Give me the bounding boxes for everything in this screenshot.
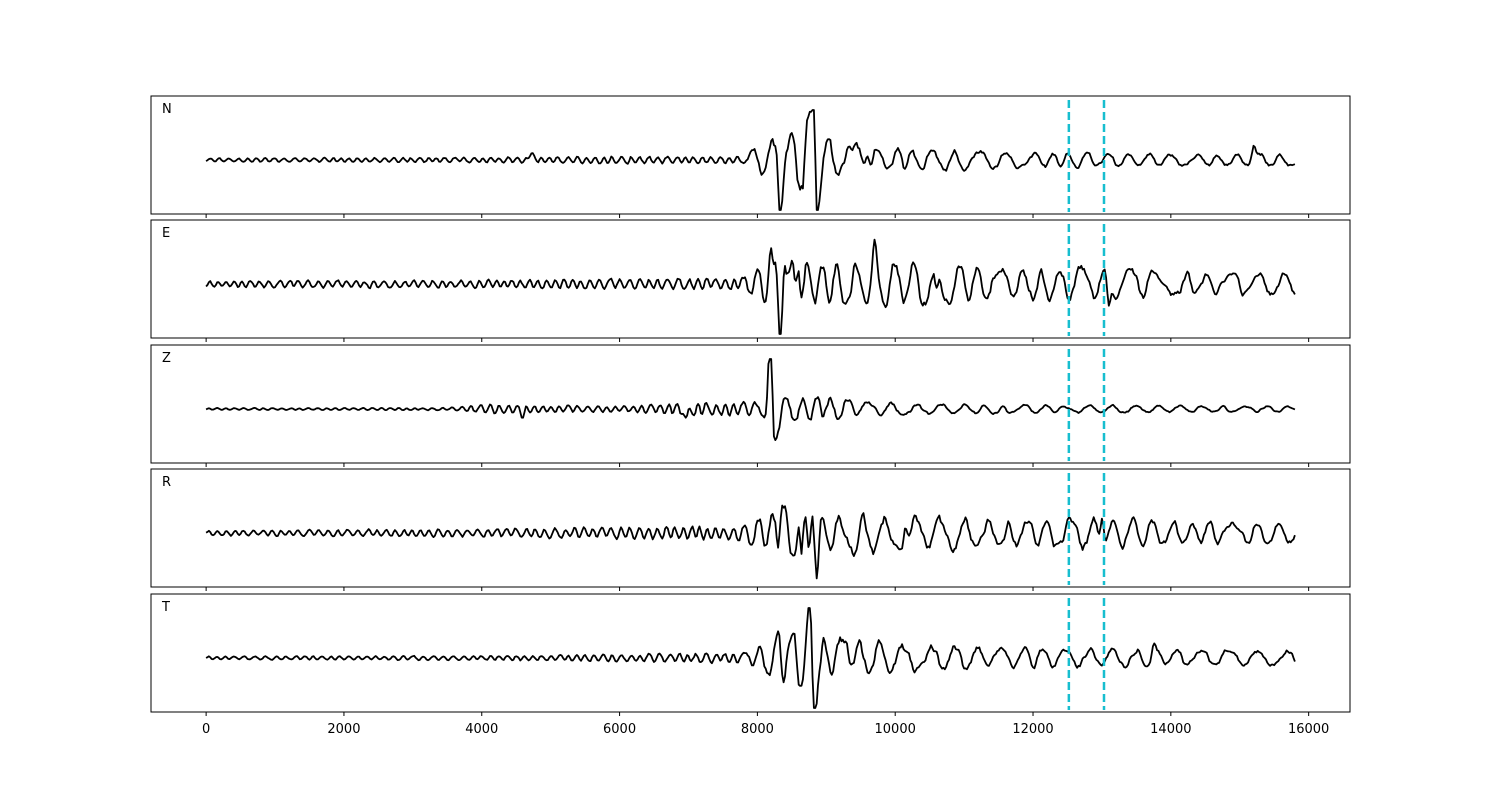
panel-z: Z [150, 344, 1351, 467]
panel-r: R [150, 468, 1351, 591]
x-tick-label: 0 [202, 722, 210, 737]
panel-frame [150, 468, 1351, 588]
trace-z [205, 358, 1296, 441]
trace-e [205, 238, 1296, 335]
x-tick-label: 16000 [1288, 722, 1329, 737]
panel-label: T [161, 600, 170, 615]
x-tick-label: 4000 [465, 722, 498, 737]
x-tick-label: 2000 [327, 722, 360, 737]
panel-frame [150, 219, 1351, 339]
panel-t: T [150, 593, 1351, 716]
trace-r [205, 504, 1296, 580]
panel-frame [150, 593, 1351, 713]
trace-n [205, 109, 1296, 211]
panel-frame [150, 344, 1351, 464]
panel-n: N [150, 95, 1351, 218]
panel-label: E [162, 226, 170, 241]
panels: N E Z R T [150, 95, 1351, 716]
panel-e: E [150, 219, 1351, 342]
x-tick-label: 8000 [741, 722, 774, 737]
panel-label: Z [162, 351, 171, 366]
x-tick-label: 12000 [1012, 722, 1053, 737]
x-tick-label: 6000 [603, 722, 636, 737]
panel-frame [150, 95, 1351, 215]
x-axis: 0 2000 4000 6000 8000 10000 12000 14000 16000 [202, 722, 1329, 737]
x-tick-label: 14000 [1150, 722, 1191, 737]
trace-t [205, 607, 1296, 709]
panel-label: N [162, 102, 172, 117]
panel-label: R [162, 475, 171, 490]
x-tick-label: 10000 [875, 722, 916, 737]
